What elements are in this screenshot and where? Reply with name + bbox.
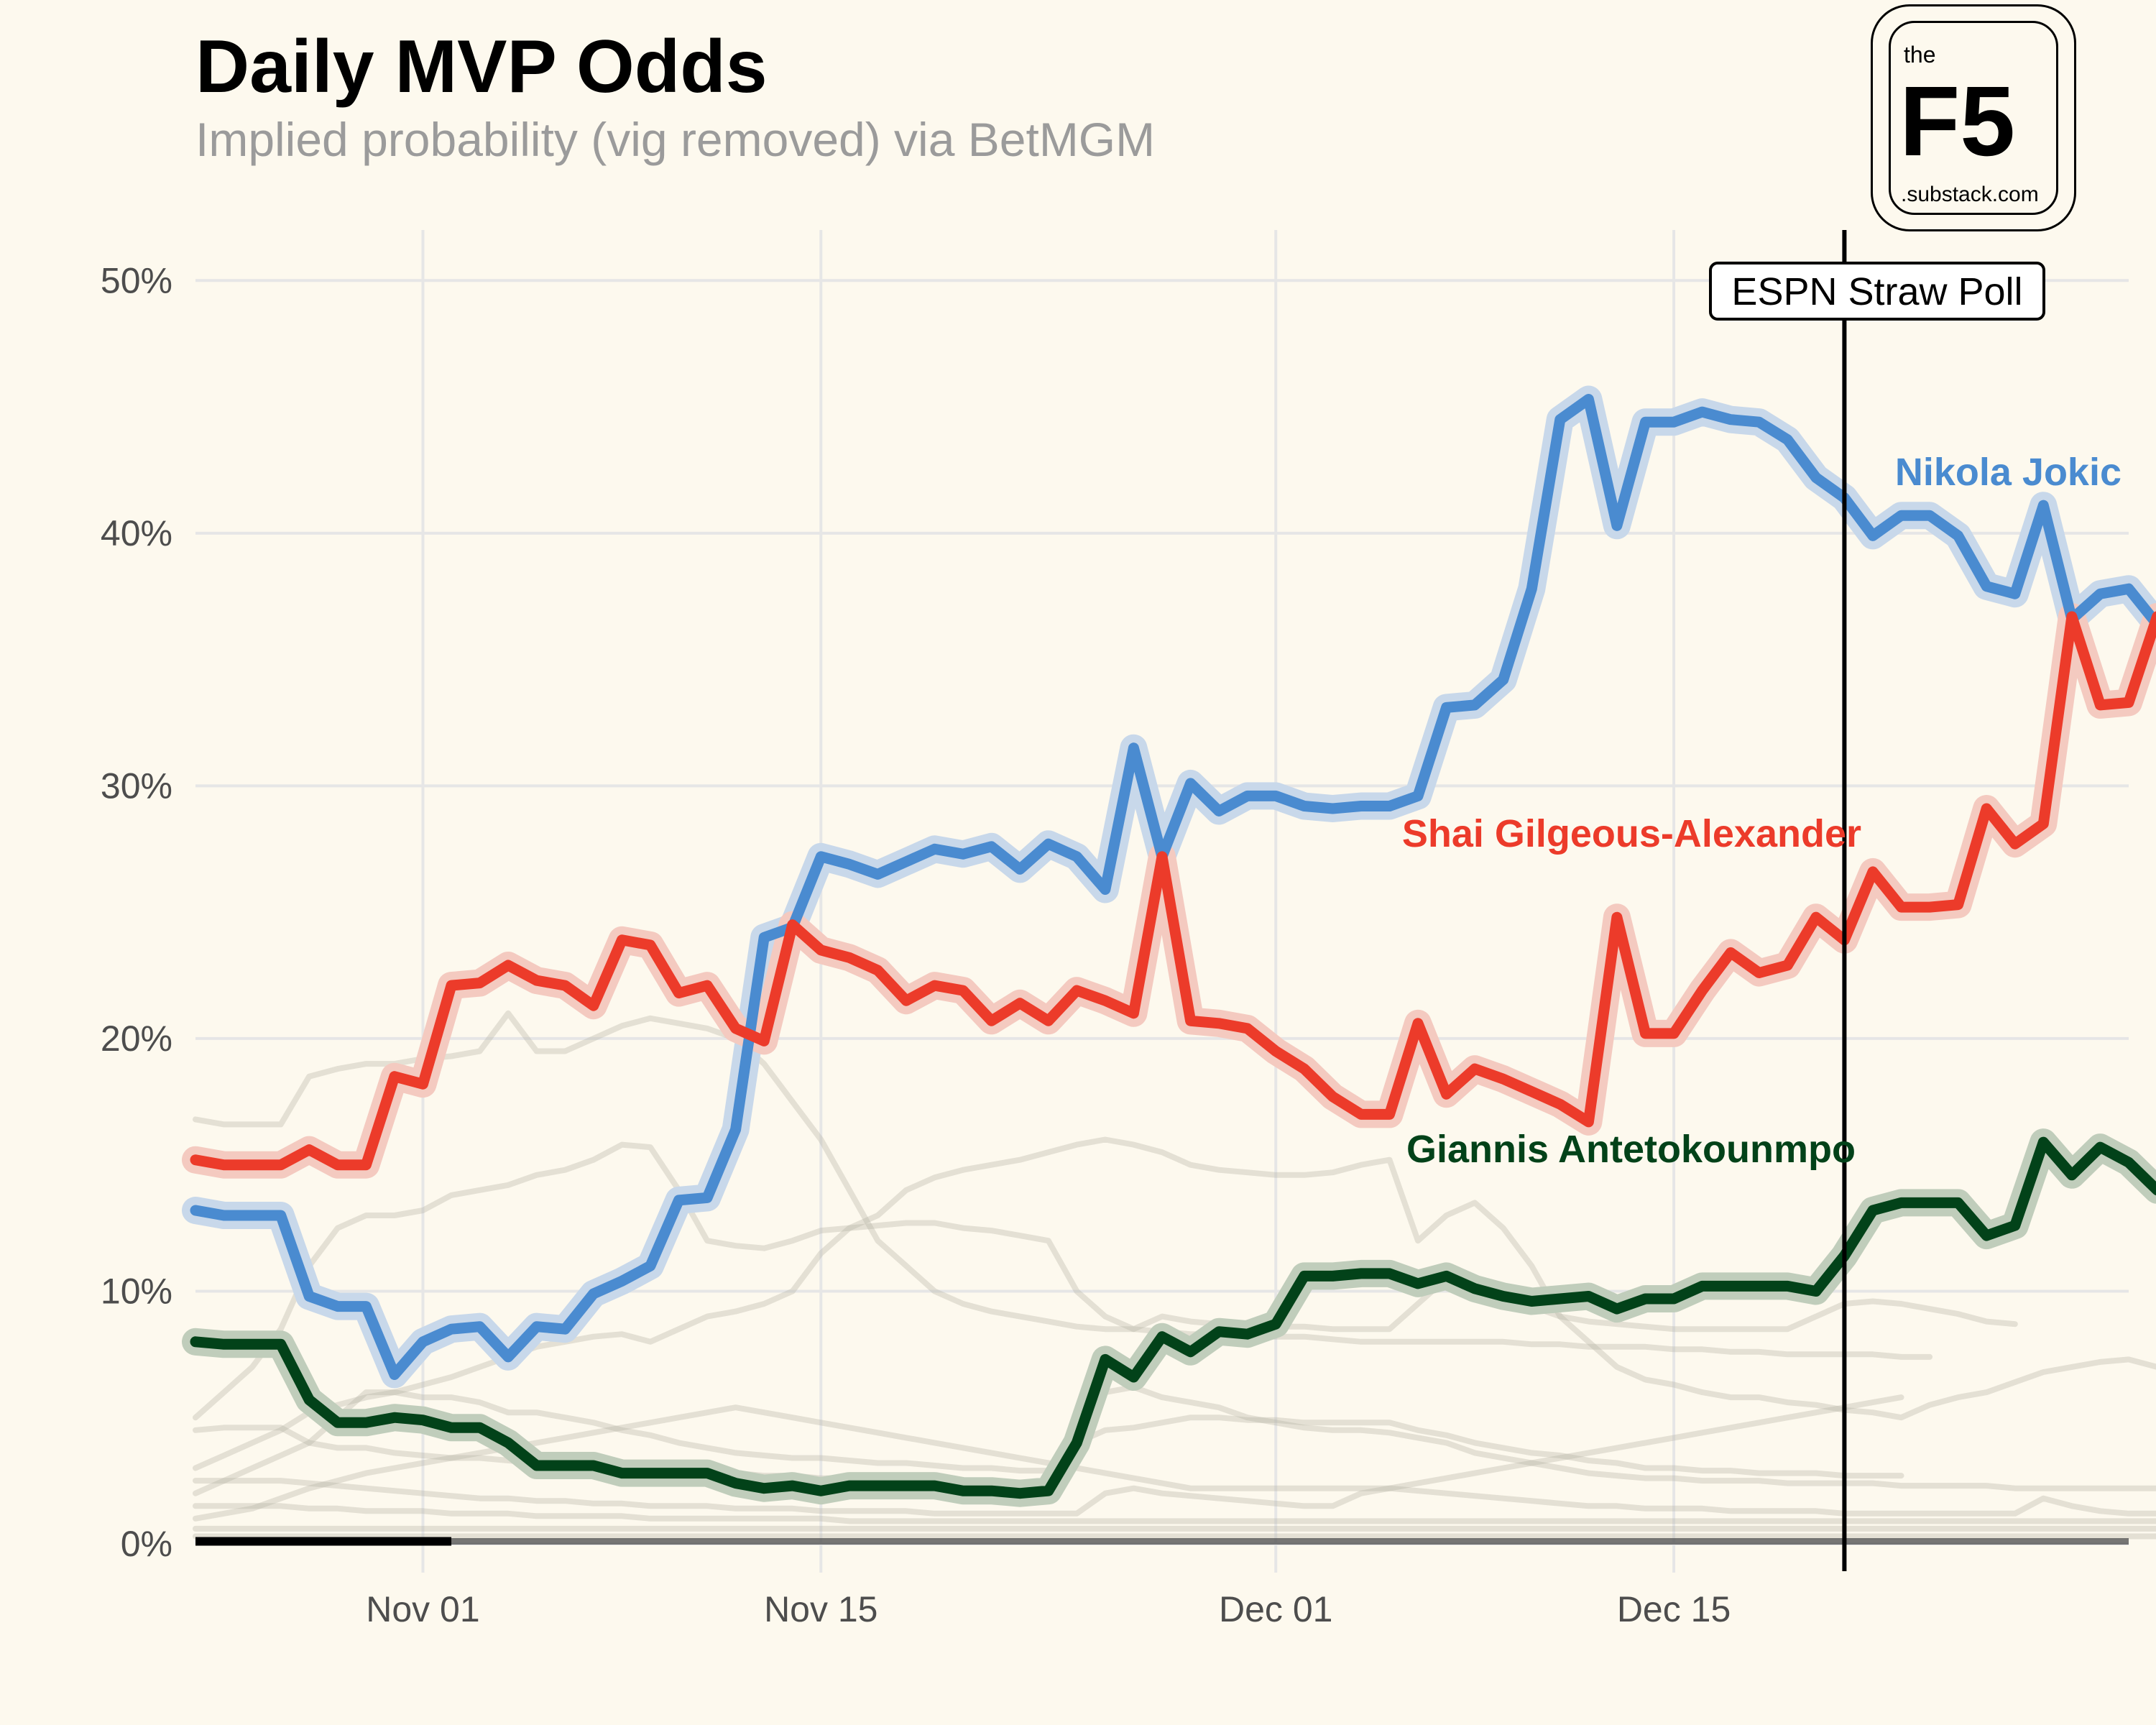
x-tick-label: Nov 01 [366, 1589, 479, 1629]
series-label-giannis: Giannis Antetokounmpo [1406, 1128, 1856, 1171]
y-tick-label: 40% [101, 513, 172, 553]
background-series-line [193, 1478, 2156, 1517]
annotations: ESPN Straw Poll [1709, 230, 2045, 1571]
series-labels: Nikola Jokic Shai Gilgeous-Alexander Giann… [1402, 451, 2122, 1171]
series-label-sga: Shai Gilgeous-Alexander [1402, 812, 1861, 855]
y-tick-label: 20% [101, 1018, 172, 1059]
logo-f5-text: F5 [1899, 66, 2016, 177]
axis-labels: 0% 10% 20% 30% 40% 50% Nov 01 Nov 15 Dec 01 Dec 1… [101, 260, 1731, 1629]
highlighted-series [182, 385, 2156, 1507]
background-series [193, 1010, 2156, 1546]
logo-the-text: the [1904, 42, 1936, 68]
background-series-line [193, 1394, 1904, 1522]
background-series-line [193, 1141, 2018, 1421]
f5-logo: the F5 .substack.com [1871, 4, 2076, 231]
background-series-line [193, 1503, 2156, 1524]
straw-poll-label-box [1709, 262, 2045, 321]
x-tick-label: Nov 15 [764, 1589, 877, 1629]
straw-poll-label: ESPN Straw Poll [1731, 270, 2022, 313]
chart-title: Daily MVP Odds [195, 25, 768, 109]
logo-frame: the F5 .substack.com [1889, 21, 2058, 215]
x-tick-label: Dec 15 [1617, 1589, 1731, 1629]
y-tick-label: 0% [121, 1524, 172, 1564]
background-series-line [193, 1384, 2156, 1496]
y-tick-label: 10% [101, 1271, 172, 1311]
series-line-jokic [190, 394, 2156, 1380]
background-series-line [193, 1010, 1933, 1360]
chart-subtitle: Implied probability (vig removed) via Be… [195, 113, 1156, 166]
y-tick-label: 50% [101, 260, 172, 300]
series-line-giannis [190, 1136, 2156, 1499]
series-label-jokic: Nikola Jokic [1895, 451, 2122, 494]
logo-substack-text: .substack.com [1901, 183, 2039, 206]
y-tick-label: 30% [101, 765, 172, 806]
x-tick-label: Dec 01 [1219, 1589, 1332, 1629]
series-line-sga [190, 611, 2156, 1171]
